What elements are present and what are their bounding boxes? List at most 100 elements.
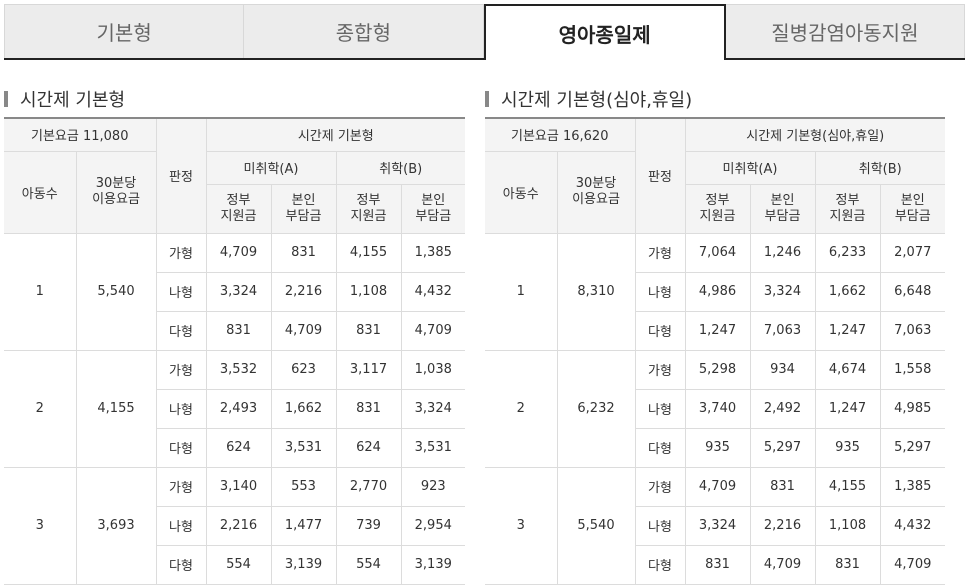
half-hour-fee: 8,310 — [556, 232, 636, 351]
school-gov-cell: 831 — [335, 310, 402, 351]
school-gov-cell: 1,108 — [814, 505, 881, 546]
judge-header: 판정 — [155, 117, 207, 234]
grade-cell: 가형 — [155, 232, 207, 273]
school-self-cell: 923 — [400, 466, 466, 507]
preschool-gov-cell: 4,709 — [684, 466, 751, 507]
preschool-header: 미취학(A) — [205, 150, 337, 185]
preschool-self-cell: 553 — [270, 466, 337, 507]
judge-header: 판정 — [634, 117, 686, 234]
self-pay-header: 본인 부담금 — [400, 183, 466, 234]
school-self-cell: 1,385 — [400, 232, 466, 273]
school-gov-cell: 624 — [335, 427, 402, 468]
grade-cell: 다형 — [635, 310, 686, 351]
children-count: 3 — [485, 466, 558, 585]
preschool-gov-cell: 3,140 — [205, 466, 272, 507]
table-row: 3 5,540 가형 4,709 831 4,155 1,385 — [485, 466, 946, 585]
school-self-cell: 2,954 — [400, 505, 466, 546]
school-self-cell: 3,324 — [400, 388, 466, 429]
school-self-cell: 4,432 — [879, 505, 946, 546]
half-hour-fee: 6,232 — [556, 349, 636, 468]
grade-cell: 다형 — [156, 544, 207, 585]
self-pay-header: 본인 부담금 — [270, 183, 337, 234]
grade-cell: 나형 — [156, 388, 207, 429]
school-gov-cell: 3,117 — [335, 349, 402, 390]
half-hour-fee: 4,155 — [75, 349, 157, 468]
school-self-cell: 3,531 — [400, 427, 466, 468]
preschool-gov-cell: 3,324 — [684, 505, 751, 546]
preschool-gov-cell: 554 — [205, 544, 272, 585]
preschool-gov-cell: 5,298 — [684, 349, 751, 390]
grade-cell: 가형 — [634, 232, 686, 273]
tab-comprehensive[interactable]: 종합형 — [244, 4, 484, 58]
school-gov-cell: 4,155 — [335, 232, 402, 273]
school-gov-cell: 1,108 — [335, 271, 402, 312]
table-row: 2 6,232 가형 5,298 934 4,674 1,558 — [485, 349, 946, 468]
school-gov-cell: 4,155 — [814, 466, 881, 507]
grade-cell: 나형 — [635, 271, 686, 312]
preschool-self-cell: 1,246 — [749, 232, 816, 273]
grade-cell: 다형 — [635, 544, 686, 585]
school-self-cell: 7,063 — [879, 310, 946, 351]
tab-illness-support[interactable]: 질병감염아동지원 — [725, 4, 965, 58]
school-gov-cell: 739 — [335, 505, 402, 546]
school-gov-cell: 831 — [335, 388, 402, 429]
children-count: 3 — [4, 466, 77, 585]
school-gov-cell: 1,247 — [814, 388, 881, 429]
preschool-gov-cell: 2,216 — [205, 505, 272, 546]
preschool-gov-cell: 3,532 — [205, 349, 272, 390]
table-row: 다형 554 3,139 554 3,139 — [4, 544, 466, 585]
children-count: 1 — [4, 232, 77, 351]
preschool-self-cell: 1,477 — [270, 505, 337, 546]
preschool-gov-cell: 2,493 — [205, 388, 272, 429]
school-self-cell: 1,038 — [400, 349, 466, 390]
table-row: 다형 935 5,297 935 5,297 — [485, 427, 946, 468]
preschool-self-cell: 623 — [270, 349, 337, 390]
preschool-gov-cell: 4,709 — [205, 232, 272, 273]
grade-cell: 가형 — [155, 349, 207, 390]
table-row: 나형 2,493 1,662 831 3,324 — [4, 388, 466, 429]
base-fee-label: 기본요금 11,080 — [4, 117, 157, 152]
preschool-self-cell: 3,324 — [749, 271, 816, 312]
preschool-self-cell: 3,531 — [270, 427, 337, 468]
preschool-self-cell: 5,297 — [749, 427, 816, 468]
grade-cell: 다형 — [156, 427, 207, 468]
group-header: 시간제 기본형 — [205, 117, 466, 152]
school-self-cell: 1,385 — [879, 466, 946, 507]
preschool-gov-cell: 831 — [684, 544, 751, 585]
children-count: 2 — [485, 349, 558, 468]
tab-basic[interactable]: 기본형 — [4, 4, 245, 58]
gov-support-header: 정부 지원금 — [685, 183, 751, 234]
preschool-self-cell: 4,709 — [749, 544, 816, 585]
table-row: 1 8,310 가형 7,064 1,246 6,233 2,077 — [485, 232, 946, 351]
school-self-cell: 5,297 — [879, 427, 946, 468]
table-row: 2 4,155 가형 3,532 623 3,117 1,038 — [4, 349, 466, 468]
section-title-basic: 시간제 기본형 — [4, 86, 125, 112]
preschool-header: 미취학(A) — [684, 150, 816, 185]
school-gov-cell: 2,770 — [335, 466, 402, 507]
preschool-gov-cell: 7,064 — [684, 232, 751, 273]
table-row: 나형 3,324 2,216 1,108 4,432 — [485, 505, 946, 546]
gov-support-header: 정부 지원금 — [206, 183, 272, 234]
preschool-self-cell: 3,139 — [270, 544, 337, 585]
preschool-self-cell: 2,216 — [270, 271, 337, 312]
table-row: 3 3,693 가형 3,140 553 2,770 923 — [4, 466, 466, 585]
grade-cell: 가형 — [155, 466, 207, 507]
self-pay-header: 본인 부담금 — [749, 183, 816, 234]
table-row: 나형 4,986 3,324 1,662 6,648 — [485, 271, 946, 312]
school-gov-cell: 6,233 — [814, 232, 881, 273]
preschool-gov-cell: 3,324 — [205, 271, 272, 312]
school-header: 취학(B) — [814, 150, 946, 185]
school-self-cell: 4,432 — [400, 271, 466, 312]
grade-cell: 다형 — [635, 427, 686, 468]
section-title-text: 시간제 기본형(심야,휴일) — [501, 90, 693, 111]
grade-cell: 나형 — [635, 505, 686, 546]
preschool-self-cell: 7,063 — [749, 310, 816, 351]
gov-support-header: 정부 지원금 — [335, 183, 402, 234]
half-hour-fee: 5,540 — [75, 232, 157, 351]
table-row: 다형 624 3,531 624 3,531 — [4, 427, 466, 468]
school-gov-cell: 1,247 — [814, 310, 881, 351]
section-title-text: 시간제 기본형 — [20, 90, 126, 111]
preschool-self-cell: 2,492 — [749, 388, 816, 429]
tab-infant-fullday[interactable]: 영아종일제 — [483, 4, 726, 60]
group-header: 시간제 기본형(심야,휴일) — [684, 117, 946, 152]
